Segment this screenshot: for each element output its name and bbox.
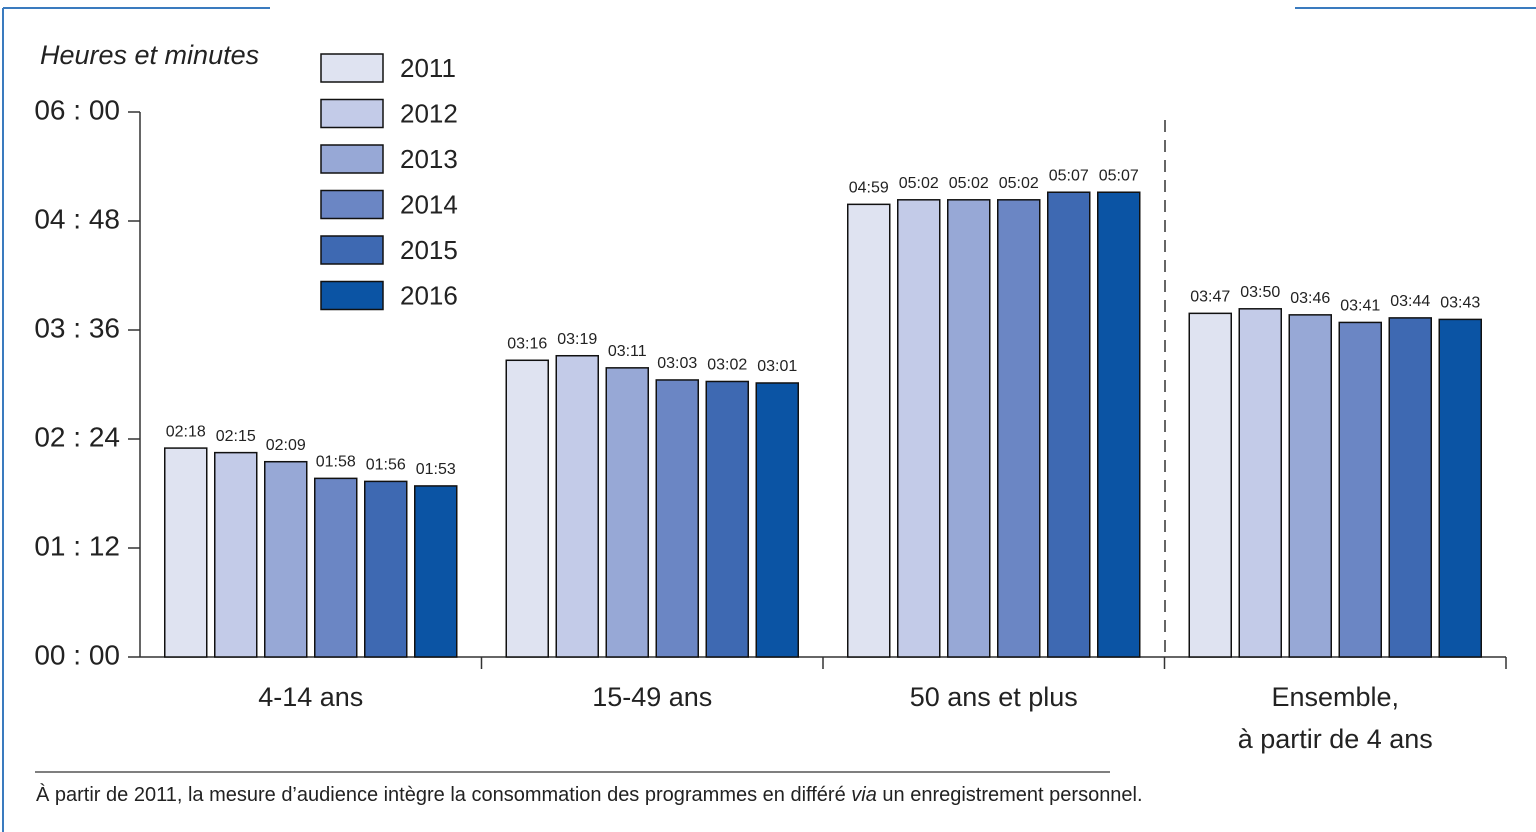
legend-label: 2012 <box>400 98 458 128</box>
bar <box>1438 318 1482 658</box>
value-label: 05:02 <box>899 175 939 192</box>
value-label: 03:44 <box>1390 293 1430 310</box>
bar <box>605 367 649 658</box>
bar <box>1238 308 1282 658</box>
bar <box>364 480 408 658</box>
legend-swatch <box>320 280 384 311</box>
bar <box>164 447 208 658</box>
y-tick-label: 00 : 00 <box>34 639 120 670</box>
bar <box>214 451 258 658</box>
bar <box>505 359 549 658</box>
bar <box>414 485 458 658</box>
value-label: 03:46 <box>1290 290 1330 307</box>
bar <box>655 379 699 658</box>
value-label: 03:02 <box>707 357 747 374</box>
bar <box>1047 191 1091 658</box>
legend-label: 2014 <box>400 189 458 219</box>
legend-swatch <box>320 235 384 265</box>
value-label: 03:47 <box>1190 289 1230 306</box>
value-label: 05:07 <box>1049 167 1089 184</box>
value-label: 02:18 <box>166 423 206 440</box>
legend-swatch <box>320 144 384 174</box>
value-label: 04:59 <box>849 180 889 197</box>
bar <box>997 199 1041 658</box>
bar <box>847 203 891 658</box>
bar <box>264 460 308 658</box>
value-label: 03:11 <box>608 343 647 360</box>
value-label: 05:02 <box>949 175 989 192</box>
legend-swatch <box>320 53 384 83</box>
legend-label: 2011 <box>400 53 456 83</box>
bar <box>705 380 749 658</box>
bar <box>1188 312 1232 658</box>
y-tick-label: 04 : 48 <box>34 203 120 234</box>
value-label: 03:16 <box>507 335 547 352</box>
value-label: 03:19 <box>557 331 597 348</box>
note-text: À partir de 2011, la mesure d’audience i… <box>36 784 852 806</box>
value-label: 02:15 <box>216 428 256 445</box>
bar <box>1288 314 1332 658</box>
y-axis-label: Heures et minutes <box>40 40 259 70</box>
bar <box>1338 321 1382 658</box>
legend-label: 2013 <box>400 144 458 174</box>
y-tick-label: 02 : 24 <box>34 421 120 452</box>
y-tick-label: 06 : 00 <box>34 94 120 125</box>
bar <box>755 382 799 658</box>
bar <box>314 477 358 658</box>
value-label: 03:03 <box>657 355 697 372</box>
note: À partir de 2011, la mesure d’audience i… <box>36 784 1143 807</box>
value-label: 03:41 <box>1340 298 1380 315</box>
x-tick-label: 4-14 ans <box>258 682 364 712</box>
x-tick-label: Ensemble, à partir de 4 ans <box>1237 682 1433 754</box>
value-label: 01:58 <box>316 454 356 471</box>
value-label: 01:53 <box>416 461 456 478</box>
bar <box>897 199 941 658</box>
legend-label: 2015 <box>400 235 458 265</box>
value-label: 05:07 <box>1099 167 1139 184</box>
value-label: 01:56 <box>366 457 406 474</box>
x-tick-label: 50 ans et plus <box>909 682 1078 712</box>
note-text: via <box>851 784 877 806</box>
bar <box>1097 191 1141 658</box>
legend-label: 2016 <box>400 280 458 310</box>
value-label: 05:02 <box>999 175 1039 192</box>
y-tick-label: 01 : 12 <box>34 530 120 561</box>
value-label: 03:50 <box>1240 284 1280 301</box>
bar <box>947 199 991 658</box>
value-label: 02:09 <box>266 437 306 454</box>
value-label: 03:01 <box>757 358 797 375</box>
legend-swatch <box>320 189 384 220</box>
legend-swatch <box>320 98 384 129</box>
bar <box>1388 317 1432 658</box>
value-label: 03:43 <box>1440 295 1480 312</box>
bar <box>555 354 599 658</box>
y-tick-label: 03 : 36 <box>34 312 120 343</box>
x-tick-label: 15-49 ans <box>592 682 713 712</box>
note-text: un enregistrement personnel. <box>876 784 1143 806</box>
